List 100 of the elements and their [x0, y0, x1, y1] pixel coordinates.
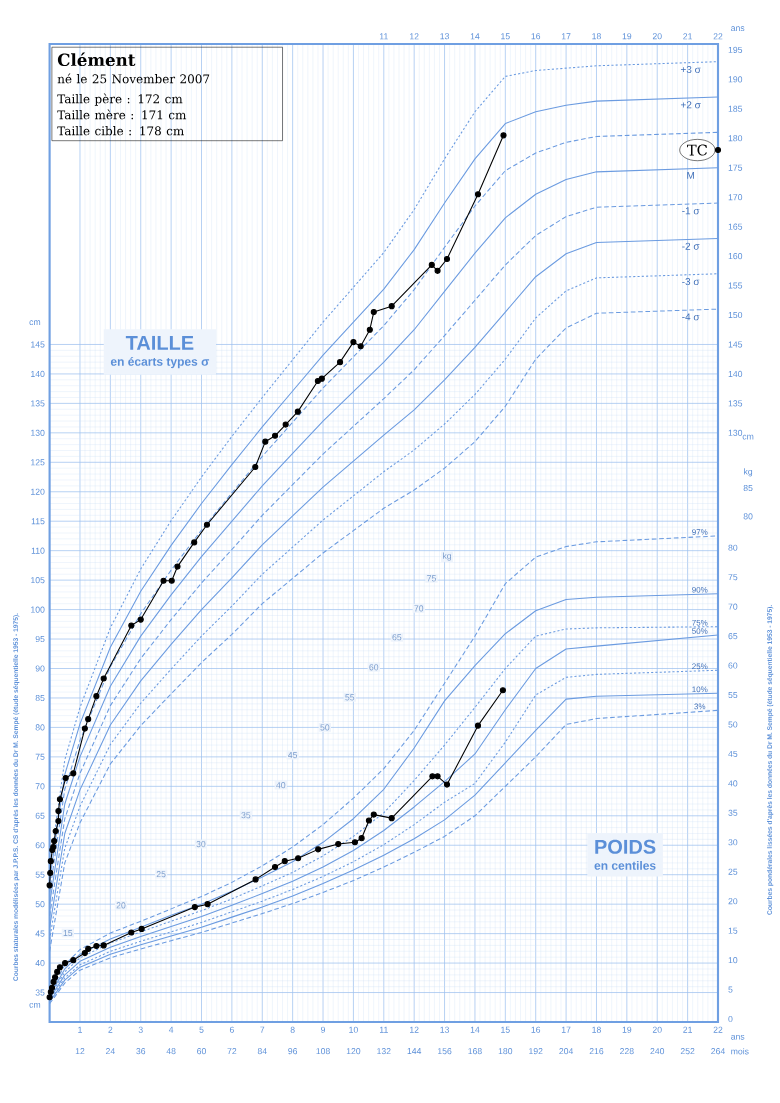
y2-tick-label: 30	[728, 839, 738, 846]
y-tick-label: 50	[35, 901, 45, 908]
x-tick-label: 20	[652, 1026, 662, 1033]
annotation: 55	[345, 694, 355, 701]
series-label: -1 σ	[682, 207, 700, 215]
x2-tick-label: 17	[561, 33, 571, 40]
x-tick-label: 6	[229, 1026, 234, 1033]
y-tick-label: 135	[31, 400, 45, 407]
text: 132	[377, 1048, 391, 1055]
text: 240	[650, 1048, 665, 1055]
y2-tick-label: 0	[728, 1015, 733, 1023]
y-axis-title: cm	[29, 320, 41, 326]
series-label: -3 σ	[682, 278, 700, 286]
y-tick-label: 70	[35, 783, 45, 790]
y3-tick-label: 165	[728, 223, 743, 230]
y-tick-label: 95	[35, 635, 45, 643]
y-tick-label: 90	[35, 665, 45, 672]
text: né le 25 November 2007	[57, 73, 210, 84]
y3-tick-label: 155	[728, 282, 743, 289]
y-tick-label: 55	[35, 871, 45, 878]
series-label: 25%	[692, 663, 708, 670]
y2-tick-label: 5	[728, 986, 733, 993]
y2-tick-label: 40	[728, 780, 738, 787]
x-tick-label: 4	[168, 1026, 174, 1033]
y3-tick-label: 135	[728, 400, 743, 407]
y-tick-label: 65	[35, 812, 45, 819]
y-tick-label: 140	[31, 370, 45, 377]
series-label: M	[687, 171, 694, 179]
y3-tick-label: 140	[728, 370, 743, 377]
annotation: Taille père : 172 cm	[57, 93, 183, 106]
y2-axis-title: kg	[744, 468, 753, 477]
y-tick-label: 80	[35, 724, 45, 731]
text: 108	[316, 1048, 330, 1055]
annotation: 25	[156, 871, 166, 878]
y3-tick-label: 160	[728, 253, 743, 260]
x-axis-title: ans	[731, 1034, 745, 1040]
x-tick-label: 13	[440, 1026, 449, 1033]
y-tick-label: 105	[31, 577, 45, 584]
annotation: TAILLE	[125, 335, 194, 350]
text: 24	[105, 1048, 115, 1055]
y-tick-label: 45	[35, 930, 45, 937]
annotation: 65	[392, 634, 402, 641]
y3-axis-title: cm	[742, 434, 754, 440]
annotation: 70	[414, 605, 424, 612]
text: 180	[498, 1048, 513, 1055]
text: 216	[589, 1048, 604, 1055]
text: 156	[438, 1048, 452, 1055]
annotation: en écarts types σ	[110, 356, 210, 369]
annotation: 15	[63, 930, 73, 937]
annotation: kg	[443, 552, 452, 561]
y3-tick-label: 145	[728, 341, 743, 348]
x-tick-label: 3	[138, 1026, 143, 1033]
text: 264	[711, 1048, 725, 1055]
y2-tick-label: 60	[728, 662, 738, 669]
text: 60	[197, 1048, 206, 1055]
text: 12	[75, 1048, 85, 1055]
y3-tick-label: 175	[728, 164, 743, 171]
y-tick-label: 35	[35, 989, 45, 996]
x2-tick-label: 16	[531, 33, 541, 40]
annotation: Taille cible : 178 cm	[57, 126, 184, 136]
series-label: +2 σ	[680, 101, 701, 109]
y-tick-label: 120	[31, 488, 45, 495]
y2-tick-label: 10	[728, 957, 738, 964]
series-label: 97%	[692, 529, 708, 535]
annotation: 30	[196, 841, 206, 848]
x-tick-label: 11	[379, 1026, 388, 1033]
y-tick-label: 145	[31, 341, 45, 348]
y3-tick-label: 185	[728, 105, 743, 112]
annotation: 60	[369, 664, 379, 671]
text: 168	[468, 1048, 482, 1055]
y2-tick-label: 35	[728, 809, 738, 816]
annotation: en centiles	[594, 860, 656, 870]
x2-tick-label: 13	[440, 33, 449, 40]
y2-tick-label: 80	[728, 544, 738, 551]
text: 228	[620, 1048, 634, 1055]
text: 84	[257, 1048, 267, 1055]
x2-tick-label: 11	[379, 33, 388, 40]
series-label: +3 σ	[680, 65, 701, 74]
y3-tick-label: 130	[728, 429, 743, 436]
text: 144	[407, 1048, 422, 1054]
y2-tick-label: 25	[728, 868, 738, 875]
y3-tick-label: 150	[728, 311, 743, 319]
x2-tick-label: 14	[470, 33, 480, 40]
x-tick-label: 9	[321, 1026, 326, 1033]
y2-tick-label: 70	[728, 603, 738, 610]
y-tick-label: 125	[31, 459, 45, 466]
y-tick-label: 60	[35, 842, 45, 849]
x-tick-label: 8	[290, 1026, 295, 1033]
y3-tick-label: 195	[728, 46, 743, 53]
text: 96	[288, 1048, 298, 1055]
text: 72	[227, 1048, 237, 1055]
annotation: 50	[320, 724, 330, 731]
y-tick-label: 85	[35, 694, 45, 702]
annotation: POIDS	[595, 839, 656, 854]
x2-tick-label: 19	[622, 33, 632, 40]
series-label: 75%	[692, 619, 708, 626]
x-tick-label: 22	[713, 1026, 723, 1033]
x2-tick-label: 15	[501, 33, 510, 40]
text: cm	[29, 1003, 41, 1008]
x-tick-label: 18	[592, 1026, 601, 1033]
